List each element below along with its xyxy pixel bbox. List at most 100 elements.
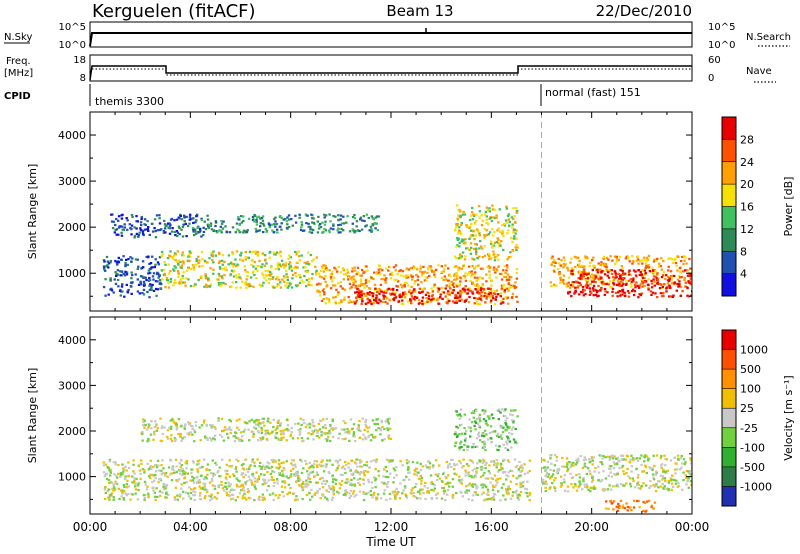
- velocity-echo-cell: [236, 485, 239, 488]
- velocity-echo-cell: [312, 430, 316, 433]
- velocity-echo-cell: [293, 463, 296, 467]
- velocity-echo-cell: [211, 475, 215, 478]
- velocity-echo-cell: [685, 470, 689, 473]
- power-echo-cell: [473, 273, 476, 276]
- velocity-echo-cell: [419, 474, 422, 477]
- velocity-echo-cell: [215, 497, 219, 500]
- power-echo-cell: [486, 295, 489, 298]
- velocity-echo-cell: [515, 442, 519, 445]
- power-echo-cell: [403, 285, 406, 288]
- power-echo-cell: [298, 213, 301, 216]
- power-echo-cell: [678, 280, 681, 283]
- power-echo-cell: [346, 215, 349, 218]
- velocity-echo-cell: [399, 482, 402, 485]
- velocity-echo-cell: [386, 427, 389, 430]
- power-echo-cell: [147, 229, 150, 232]
- power-echo-cell: [452, 289, 455, 292]
- power-echo-cell: [414, 280, 417, 283]
- velocity-echo-cell: [351, 492, 355, 495]
- velocity-echo-cell: [131, 493, 134, 496]
- power-echo-cell: [156, 288, 159, 291]
- velocity-echo-cell: [496, 432, 500, 435]
- velocity-echo-cell: [464, 429, 468, 433]
- power-echo-cell: [328, 229, 331, 232]
- velocity-echo-cell: [348, 496, 351, 499]
- velocity-echo-cell: [225, 491, 228, 494]
- velocity-echo-cell: [177, 432, 180, 436]
- power-echo-cell: [254, 227, 257, 231]
- power-echo-cell: [603, 293, 606, 296]
- velocity-echo-cell: [274, 435, 277, 438]
- velocity-echo-cell: [655, 454, 659, 457]
- velocity-echo-cell: [388, 417, 391, 420]
- power-echo-cell: [361, 269, 364, 272]
- power-echo-cell: [495, 255, 499, 258]
- velocity-echo-cell: [228, 475, 232, 478]
- velocity-echo-cell: [374, 435, 377, 438]
- power-echo-cell: [403, 281, 407, 284]
- velocity-echo-cell: [172, 468, 175, 472]
- power-echo-cell: [475, 279, 478, 283]
- power-echo-cell: [644, 266, 647, 270]
- velocity-echo-cell: [225, 494, 229, 497]
- power-echo-cell: [476, 302, 479, 306]
- velocity-echo-cell: [652, 478, 656, 481]
- power-echo-cell: [122, 272, 125, 275]
- velocity-echo-cell: [253, 499, 256, 502]
- velocity-echo-cell: [471, 421, 474, 424]
- velocity-echo-cell: [272, 498, 275, 502]
- velocity-echo-cell: [291, 464, 294, 467]
- velocity-echo-cell: [175, 470, 178, 473]
- power-echo-cell: [130, 277, 133, 280]
- power-echo-cell: [372, 298, 376, 301]
- power-echo-cell: [197, 255, 200, 258]
- velocity-echo-cell: [405, 475, 408, 478]
- velocity-echo-cell: [253, 421, 256, 424]
- velocity-echo-cell: [516, 476, 520, 479]
- power-echo-cell: [222, 220, 225, 223]
- power-echo-cell: [141, 291, 144, 295]
- power-echo-cell: [621, 281, 624, 284]
- velocity-echo-cell: [318, 428, 322, 431]
- velocity-echo-cell: [362, 470, 366, 473]
- power-echo-cell: [257, 229, 260, 232]
- velocity-echo-cell: [619, 482, 623, 486]
- velocity-echo-cell: [181, 490, 185, 493]
- velocity-echo-cell: [263, 498, 267, 501]
- velocity-echo-cell: [689, 458, 692, 461]
- velocity-echo-cell: [164, 487, 167, 490]
- power-echo-cell: [485, 229, 488, 232]
- power-echo-cell: [475, 249, 478, 252]
- power-echo-cell: [220, 222, 224, 225]
- power-echo-cell: [590, 273, 594, 276]
- power-echo-cell: [311, 221, 314, 224]
- power-echo-cell: [363, 286, 366, 289]
- power-echo-cell: [221, 227, 225, 230]
- velocity-echo-cell: [141, 431, 144, 434]
- power-echo-cell: [285, 220, 288, 223]
- velocity-echo-cell: [214, 462, 217, 465]
- velocity-echo-cell: [177, 478, 181, 481]
- nsearch-tick-bottom: 10^0: [708, 40, 735, 51]
- velocity-echo-cell: [276, 482, 279, 485]
- power-echo-cell: [106, 260, 109, 263]
- power-echo-cell: [648, 270, 652, 273]
- power-echo-cell: [129, 281, 133, 284]
- velocity-echo-cell: [486, 498, 489, 501]
- power-echo-cell: [126, 219, 129, 222]
- velocity-echo-cell: [479, 439, 482, 442]
- velocity-echo-cell: [477, 422, 480, 426]
- power-echo-cell: [166, 222, 170, 225]
- velocity-echo-cell: [207, 494, 211, 498]
- velocity-echo-cell: [452, 463, 456, 466]
- velocity-echo-cell: [275, 432, 279, 435]
- velocity-echo-cell: [179, 435, 182, 438]
- velocity-echo-cell: [451, 478, 455, 481]
- velocity-echo-cell: [368, 434, 371, 437]
- power-echo-cell: [487, 233, 490, 236]
- velocity-echo-cell: [441, 472, 445, 475]
- velocity-echo-cell: [338, 482, 341, 485]
- velocity-echo-cell: [278, 465, 282, 468]
- power-echo-cell: [659, 265, 663, 268]
- velocity-echo-cell: [298, 484, 301, 487]
